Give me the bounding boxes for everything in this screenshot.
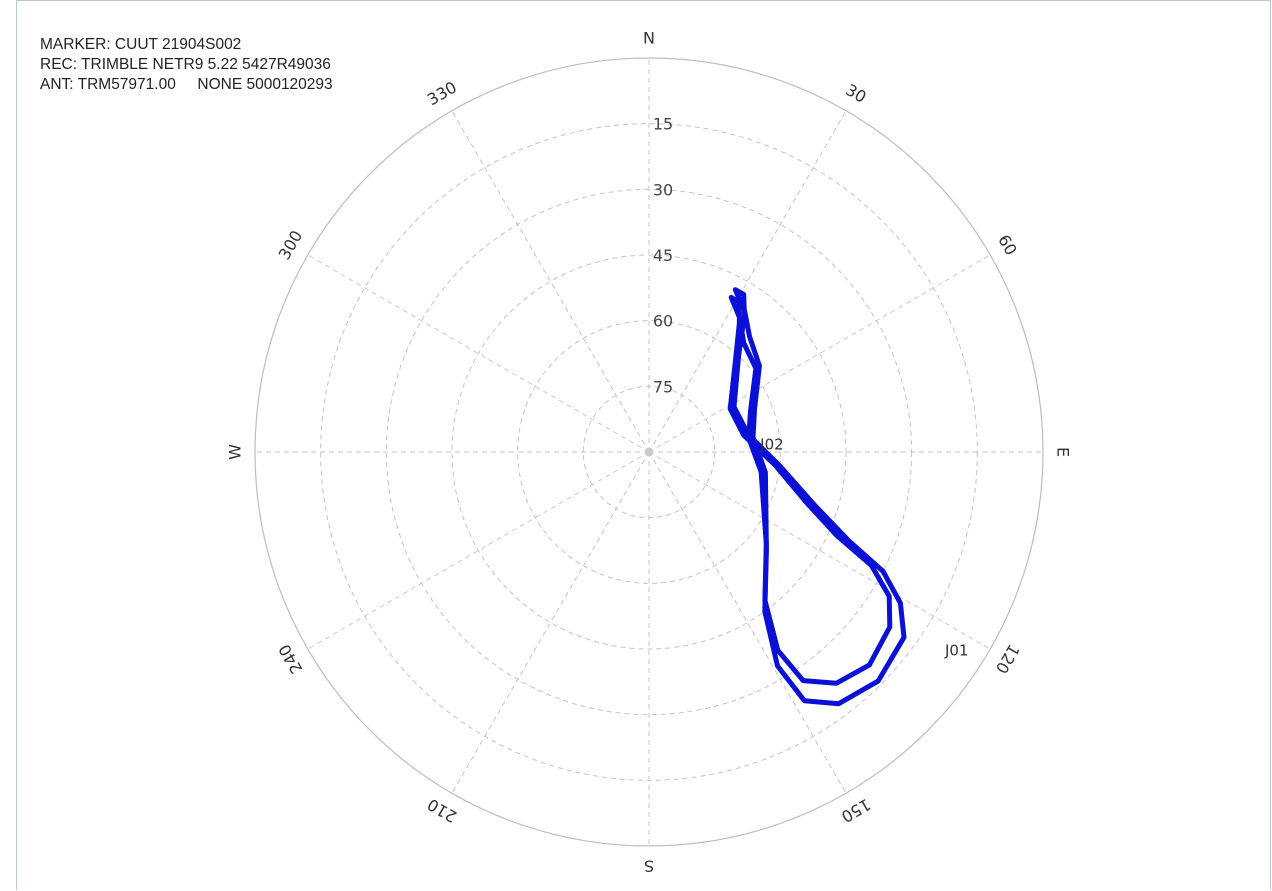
azimuth-spoke-120 [648,451,991,650]
grid-layer [254,57,1044,847]
plot-frame [16,0,1271,890]
horizon-circle [254,57,1044,847]
azimuth-label-60: 60 [994,231,1021,258]
elevation-label-45: 45 [653,246,673,265]
azimuth-spoke-300 [307,254,650,453]
antenna-line: ANT: TRM57971.00 NONE 5000120293 [40,76,333,93]
elevation-label-75: 75 [653,377,673,396]
track-j01 [731,287,907,707]
azimuth-label-180: S [644,857,654,876]
elevation-label-15: 15 [653,115,673,134]
elevation-label-60: 60 [653,312,673,331]
satellite-label-j02: J02 [759,435,784,453]
azimuth-label-240: 240 [275,641,307,677]
azimuth-label-150: 150 [838,795,874,827]
azimuth-spoke-330 [451,110,650,453]
azimuth-label-0: N [643,29,655,48]
azimuth-label-210: 210 [424,795,460,827]
azimuth-spoke-60 [648,254,991,453]
track-j02 [727,294,893,686]
azimuth-label-90: E [1054,447,1073,457]
azimuth-spoke-240 [307,451,650,650]
satellite-label-j01: J01 [944,641,969,659]
azimuth-spoke-30 [648,110,847,453]
azimuth-label-270: W [226,444,245,460]
marker-line: MARKER: CUUT 21904S002 [40,36,242,53]
azimuth-label-30: 30 [842,80,869,107]
zenith-dot [645,448,653,456]
azimuth-label-120: 120 [992,641,1024,677]
azimuth-spoke-210 [451,451,650,794]
track-layer [727,287,907,707]
elevation-label-30: 30 [653,180,673,199]
station-info: MARKER: CUUT 21904S002 REC: TRIMBLE NETR… [40,35,333,95]
receiver-line: REC: TRIMBLE NETR9 5.22 5427R49036 [40,56,331,73]
azimuth-label-300: 300 [275,227,307,263]
elevation-ring-60 [517,320,781,584]
azimuth-label-330: 330 [424,78,460,110]
elevation-ring-45 [451,254,847,650]
azimuth-spoke-150 [648,451,847,794]
